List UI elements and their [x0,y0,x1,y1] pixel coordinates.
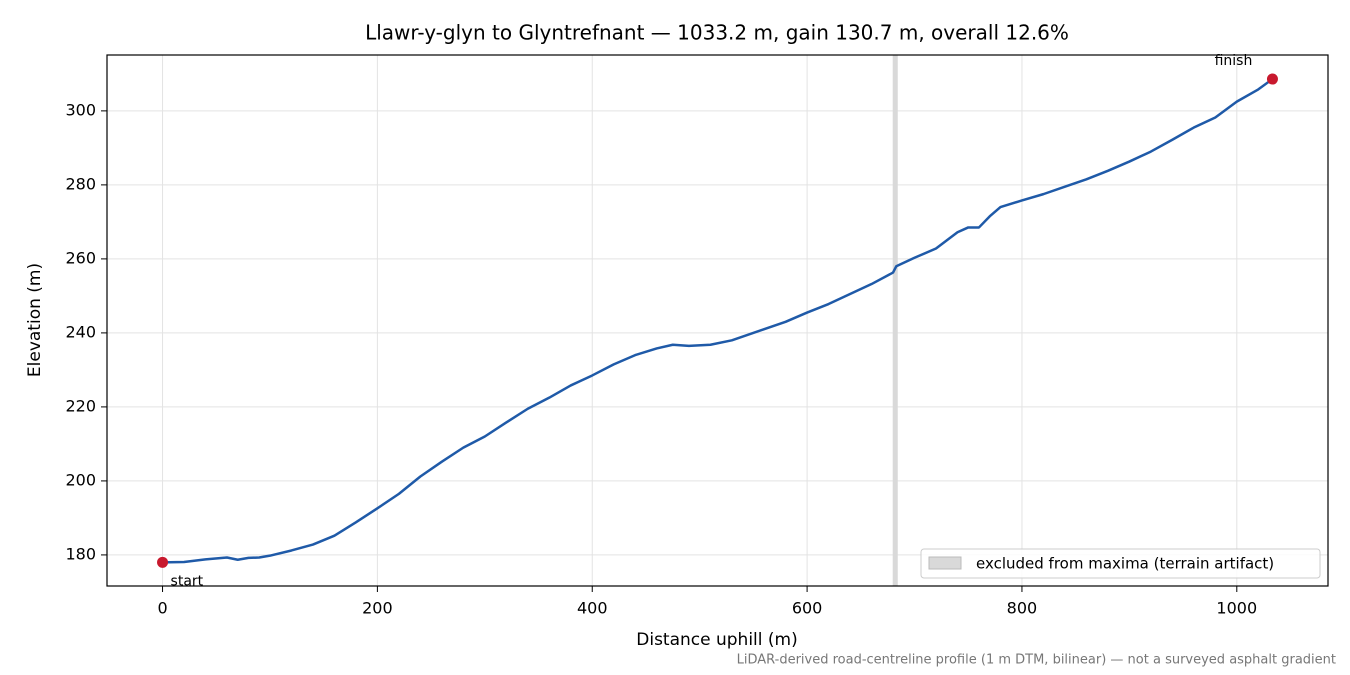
x-tick-label: 200 [362,599,393,618]
endpoint-label: start [171,573,204,589]
chart-title: Llawr-y-glyn to Glyntrefnant — 1033.2 m,… [365,21,1069,45]
x-tick-label: 400 [577,599,608,618]
legend-swatch [928,556,962,570]
excluded-span [892,55,898,586]
y-tick-label: 220 [65,396,96,415]
legend-box [920,548,1321,579]
plot-frame [106,54,1329,587]
y-tick-label: 300 [65,100,96,119]
y-tick-label: 180 [65,544,96,563]
y-tick-label: 240 [65,322,96,341]
y-tick-label: 280 [65,174,96,193]
x-tick-label: 0 [157,599,167,618]
elevation-line [162,78,1274,564]
y-axis-label: Elevation (m) [25,263,45,377]
x-axis-label: Distance uphill (m) [636,630,797,650]
y-tick-label: 260 [65,248,96,267]
endpoint-marker [1266,73,1278,85]
x-tick-label: 800 [1007,599,1038,618]
endpoint-label: finish [1215,53,1253,69]
footnote: LiDAR-derived road-centreline profile (1… [737,653,1336,668]
y-tick-label: 200 [65,470,96,489]
x-tick-label: 1000 [1216,599,1257,618]
endpoint-marker [157,556,169,568]
legend-label: excluded from maxima (terrain artifact) [976,555,1274,573]
x-tick-label: 600 [792,599,823,618]
